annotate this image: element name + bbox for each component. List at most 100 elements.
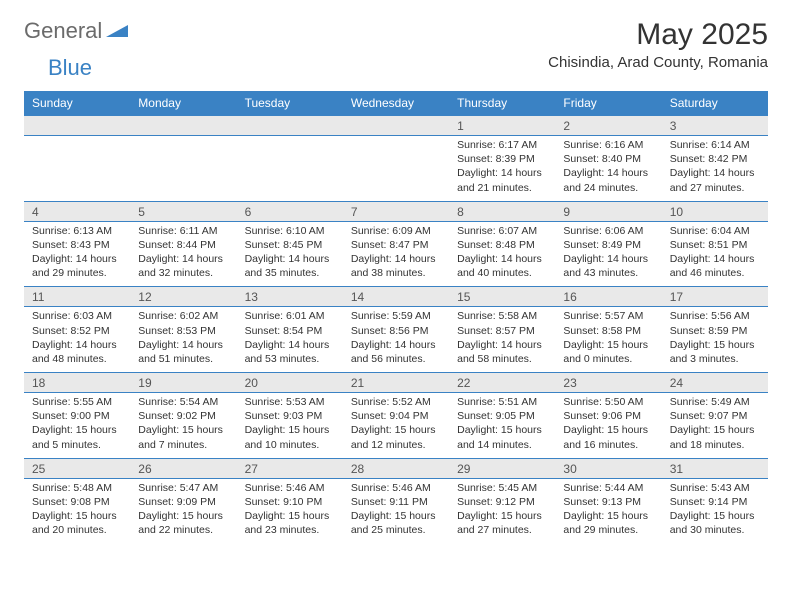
day-cell-header: 27: [237, 458, 343, 478]
day-content: Sunrise: 5:48 AMSunset: 9:08 PMDaylight:…: [24, 479, 130, 544]
day-cell-body: Sunrise: 5:58 AMSunset: 8:57 PMDaylight:…: [449, 307, 555, 373]
weekday-header: Sunday: [24, 91, 130, 116]
day-cell-body: Sunrise: 5:44 AMSunset: 9:13 PMDaylight:…: [555, 478, 661, 543]
day-content: Sunrise: 5:54 AMSunset: 9:02 PMDaylight:…: [130, 393, 236, 458]
day-number: 30: [555, 459, 661, 478]
day-cell-body: Sunrise: 5:50 AMSunset: 9:06 PMDaylight:…: [555, 393, 661, 459]
day-content: Sunrise: 5:45 AMSunset: 9:12 PMDaylight:…: [449, 479, 555, 544]
day-cell-body: Sunrise: 5:53 AMSunset: 9:03 PMDaylight:…: [237, 393, 343, 459]
day-cell-header: 19: [130, 373, 236, 393]
day-content: Sunrise: 5:44 AMSunset: 9:13 PMDaylight:…: [555, 479, 661, 544]
logo: General: [24, 18, 130, 44]
day-cell-body: Sunrise: 6:04 AMSunset: 8:51 PMDaylight:…: [662, 221, 768, 287]
day-number: 25: [24, 459, 130, 478]
day-number: 11: [24, 287, 130, 306]
day-cell-header: 24: [662, 373, 768, 393]
day-cell-body: Sunrise: 5:54 AMSunset: 9:02 PMDaylight:…: [130, 393, 236, 459]
day-cell-header: [130, 116, 236, 136]
day-number: 19: [130, 373, 236, 392]
day-cell-header: 10: [662, 201, 768, 221]
day-cell-body: Sunrise: 5:51 AMSunset: 9:05 PMDaylight:…: [449, 393, 555, 459]
logo-text-general: General: [24, 18, 102, 44]
day-number: 13: [237, 287, 343, 306]
day-cell-header: [343, 116, 449, 136]
day-content: Sunrise: 6:13 AMSunset: 8:43 PMDaylight:…: [24, 222, 130, 287]
day-cell-body: [130, 136, 236, 202]
day-cell-header: [24, 116, 130, 136]
day-cell-body: Sunrise: 5:46 AMSunset: 9:10 PMDaylight:…: [237, 478, 343, 543]
day-number: 1: [449, 116, 555, 135]
day-cell-body: Sunrise: 5:57 AMSunset: 8:58 PMDaylight:…: [555, 307, 661, 373]
day-cell-body: Sunrise: 5:46 AMSunset: 9:11 PMDaylight:…: [343, 478, 449, 543]
day-number: 8: [449, 202, 555, 221]
day-number: 17: [662, 287, 768, 306]
day-number: 6: [237, 202, 343, 221]
day-cell-header: 9: [555, 201, 661, 221]
day-number: 27: [237, 459, 343, 478]
day-cell-body: Sunrise: 6:02 AMSunset: 8:53 PMDaylight:…: [130, 307, 236, 373]
day-cell-body: [24, 136, 130, 202]
weekday-header: Saturday: [662, 91, 768, 116]
weekday-header: Wednesday: [343, 91, 449, 116]
day-cell-header: 29: [449, 458, 555, 478]
day-cell-body: Sunrise: 6:09 AMSunset: 8:47 PMDaylight:…: [343, 221, 449, 287]
day-content: Sunrise: 6:03 AMSunset: 8:52 PMDaylight:…: [24, 307, 130, 372]
day-cell-header: 26: [130, 458, 236, 478]
day-cell-header: 31: [662, 458, 768, 478]
day-content: Sunrise: 6:09 AMSunset: 8:47 PMDaylight:…: [343, 222, 449, 287]
day-content: Sunrise: 6:11 AMSunset: 8:44 PMDaylight:…: [130, 222, 236, 287]
day-cell-header: 8: [449, 201, 555, 221]
day-content: Sunrise: 6:04 AMSunset: 8:51 PMDaylight:…: [662, 222, 768, 287]
day-content: Sunrise: 6:14 AMSunset: 8:42 PMDaylight:…: [662, 136, 768, 201]
day-cell-header: 11: [24, 287, 130, 307]
day-content: Sunrise: 6:07 AMSunset: 8:48 PMDaylight:…: [449, 222, 555, 287]
day-cell-header: 22: [449, 373, 555, 393]
day-number: 12: [130, 287, 236, 306]
logo-text-blue: Blue: [48, 55, 92, 80]
calendar-body: 123Sunrise: 6:17 AMSunset: 8:39 PMDaylig…: [24, 116, 768, 544]
day-cell-header: 18: [24, 373, 130, 393]
day-cell-body: Sunrise: 5:56 AMSunset: 8:59 PMDaylight:…: [662, 307, 768, 373]
logo-triangle-icon: [106, 21, 128, 42]
day-cell-header: 13: [237, 287, 343, 307]
day-content: Sunrise: 5:55 AMSunset: 9:00 PMDaylight:…: [24, 393, 130, 458]
day-number: 16: [555, 287, 661, 306]
day-cell-header: 21: [343, 373, 449, 393]
day-content: Sunrise: 5:59 AMSunset: 8:56 PMDaylight:…: [343, 307, 449, 372]
day-cell-body: Sunrise: 5:47 AMSunset: 9:09 PMDaylight:…: [130, 478, 236, 543]
day-cell-header: 15: [449, 287, 555, 307]
day-content: Sunrise: 5:46 AMSunset: 9:11 PMDaylight:…: [343, 479, 449, 544]
day-cell-header: 3: [662, 116, 768, 136]
day-content: Sunrise: 5:50 AMSunset: 9:06 PMDaylight:…: [555, 393, 661, 458]
day-number: 21: [343, 373, 449, 392]
day-cell-body: Sunrise: 6:06 AMSunset: 8:49 PMDaylight:…: [555, 221, 661, 287]
day-number: 26: [130, 459, 236, 478]
month-title: May 2025: [548, 18, 768, 52]
day-cell-body: Sunrise: 6:01 AMSunset: 8:54 PMDaylight:…: [237, 307, 343, 373]
day-cell-header: 1: [449, 116, 555, 136]
day-content: Sunrise: 6:06 AMSunset: 8:49 PMDaylight:…: [555, 222, 661, 287]
day-cell-header: 14: [343, 287, 449, 307]
day-cell-body: [343, 136, 449, 202]
day-cell-header: 28: [343, 458, 449, 478]
calendar-table: SundayMondayTuesdayWednesdayThursdayFrid…: [24, 91, 768, 543]
day-number: 15: [449, 287, 555, 306]
day-cell-body: Sunrise: 6:14 AMSunset: 8:42 PMDaylight:…: [662, 136, 768, 202]
day-cell-header: 4: [24, 201, 130, 221]
day-number: 22: [449, 373, 555, 392]
day-cell-header: 30: [555, 458, 661, 478]
day-content: Sunrise: 6:10 AMSunset: 8:45 PMDaylight:…: [237, 222, 343, 287]
day-number: 10: [662, 202, 768, 221]
day-content: Sunrise: 5:53 AMSunset: 9:03 PMDaylight:…: [237, 393, 343, 458]
weekday-header: Monday: [130, 91, 236, 116]
day-cell-body: Sunrise: 5:45 AMSunset: 9:12 PMDaylight:…: [449, 478, 555, 543]
day-content: Sunrise: 6:02 AMSunset: 8:53 PMDaylight:…: [130, 307, 236, 372]
day-number: 20: [237, 373, 343, 392]
day-number: 23: [555, 373, 661, 392]
day-cell-body: Sunrise: 5:49 AMSunset: 9:07 PMDaylight:…: [662, 393, 768, 459]
day-number: 18: [24, 373, 130, 392]
day-content: Sunrise: 5:46 AMSunset: 9:10 PMDaylight:…: [237, 479, 343, 544]
day-number: 4: [24, 202, 130, 221]
day-cell-header: 2: [555, 116, 661, 136]
day-content: Sunrise: 5:57 AMSunset: 8:58 PMDaylight:…: [555, 307, 661, 372]
